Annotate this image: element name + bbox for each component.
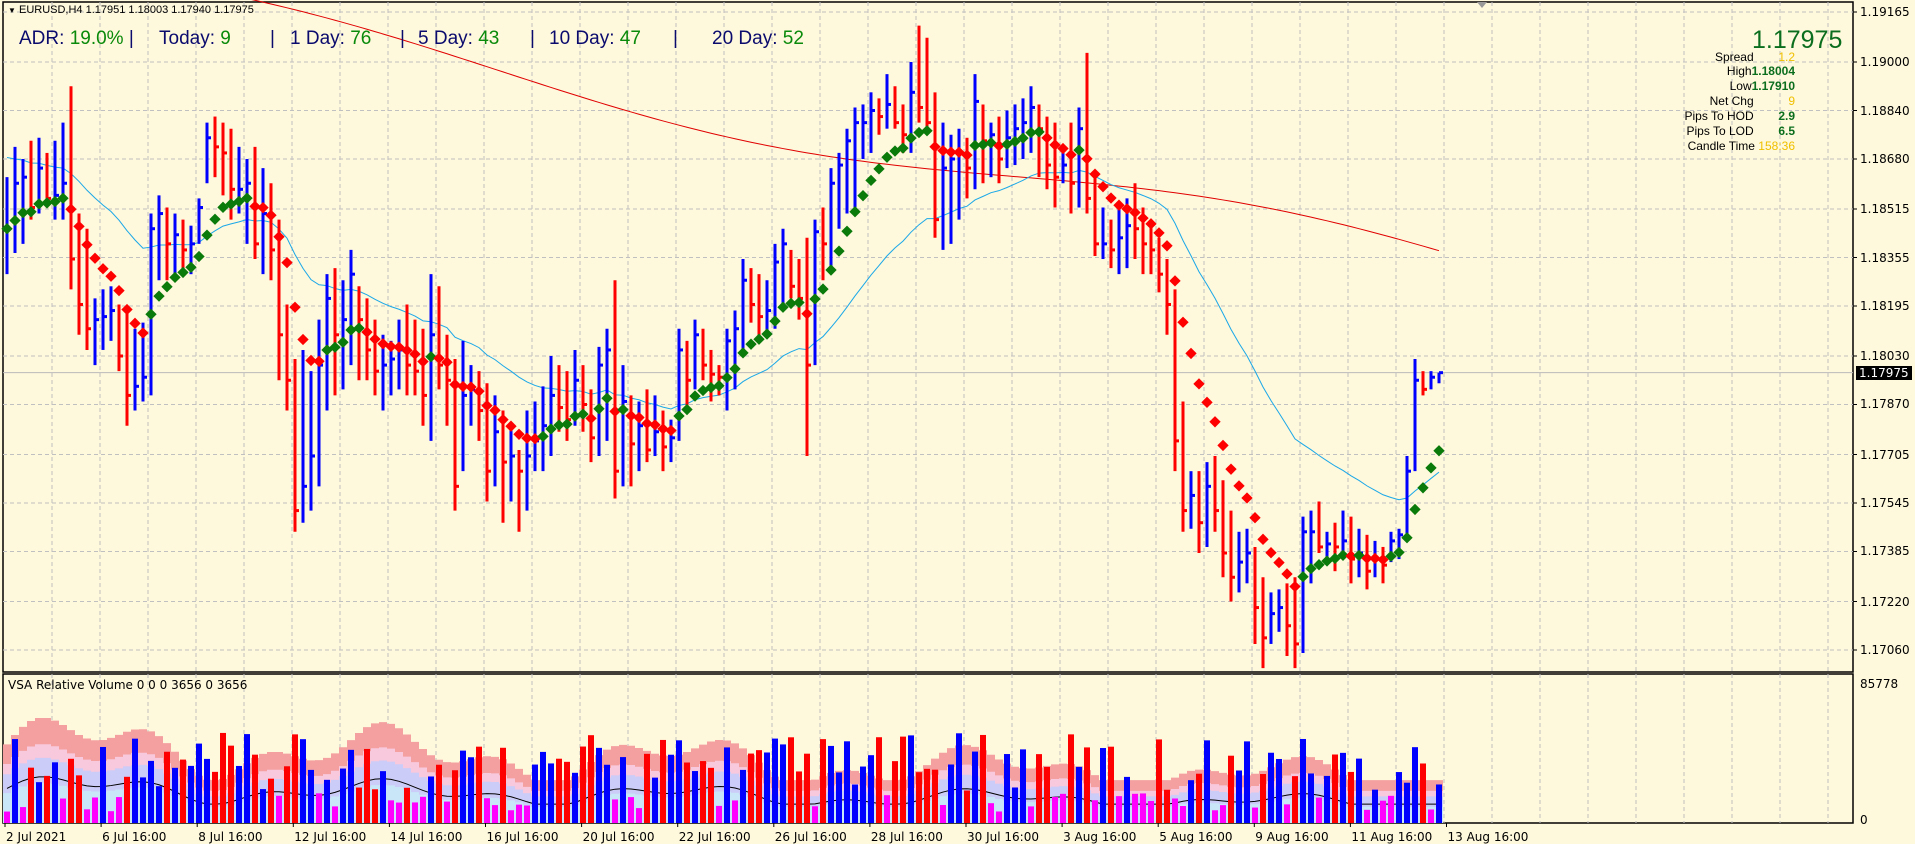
current-price-display: 1.17975	[1752, 26, 1843, 54]
symbol-header: ▼ EURUSD,H4 1.17951 1.18003 1.17940 1.17…	[8, 4, 254, 16]
time-tick-label: 16 Jul 16:00	[486, 830, 559, 844]
price-tick-label: 1.18840	[1860, 103, 1910, 118]
high-row: High1.18004	[1726, 64, 1795, 78]
price-tick-label: 1.17870	[1860, 397, 1910, 412]
time-tick-label: 14 Jul 16:00	[390, 830, 463, 844]
price-tick-label: 1.18030	[1860, 349, 1910, 363]
time-tick-label: 2 Jul 2021	[6, 830, 67, 844]
slow-ma-line	[251, 0, 1440, 252]
volume-min-label: 0	[1860, 813, 1868, 827]
price-tick-label: 1.18195	[1860, 298, 1910, 313]
today-stat: Today: 9	[159, 28, 231, 49]
volume-max-label: 85778	[1860, 677, 1899, 691]
time-tick-label: 28 Jul 16:00	[870, 830, 943, 844]
price-tick-label: 1.19165	[1860, 5, 1910, 19]
time-tick-label: 3 Aug 16:00	[1063, 830, 1137, 844]
price-tick-label: 1.17060	[1860, 643, 1910, 657]
price-tick-label: 1.17705	[1860, 447, 1910, 462]
time-tick-label: 26 Jul 16:00	[774, 830, 847, 844]
sep: |	[270, 28, 275, 49]
hod-row: Pips To HOD 2.9	[1684, 109, 1795, 123]
5day-stat: 5 Day: 43	[418, 28, 500, 49]
price-tick-label: 1.18355	[1860, 250, 1910, 265]
sep: |	[400, 28, 405, 49]
time-tick-label: 9 Aug 16:00	[1255, 830, 1329, 844]
20day-stat: 20 Day: 52	[712, 28, 804, 49]
time-tick-label: 5 Aug 16:00	[1159, 830, 1233, 844]
adr-stat: ADR: 19.0% |	[19, 28, 134, 49]
collapse-triangle-icon[interactable]: ▼	[8, 6, 16, 15]
sep: |	[530, 28, 535, 49]
time-tick-label: 11 Aug 16:00	[1351, 830, 1433, 844]
low-row: Low1.17910	[1729, 79, 1795, 93]
time-tick-label: 30 Jul 16:00	[967, 830, 1039, 844]
time-tick-label: 22 Jul 16:00	[678, 830, 751, 844]
netchg-row: Net Chg 9	[1709, 94, 1795, 108]
time-tick-label: 20 Jul 16:00	[582, 830, 655, 844]
price-panel-frame	[2, 1, 1854, 673]
candle-time-row: Candle Time 158:36	[1687, 139, 1795, 153]
spread-row: Spread 1.2	[1714, 50, 1795, 64]
price-tick-label: 1.18515	[1860, 202, 1910, 216]
lod-row: Pips To LOD 6.5	[1686, 124, 1796, 138]
price-tick-label: 1.19000	[1860, 55, 1910, 69]
price-tick-label: 1.17385	[1860, 544, 1910, 559]
time-tick-label: 6 Jul 16:00	[102, 830, 167, 844]
time-tick-label: 13 Aug 16:00	[1447, 830, 1529, 844]
sep: |	[673, 28, 678, 49]
time-tick-label: 8 Jul 16:00	[198, 830, 263, 844]
price-tick-label: 1.17220	[1860, 594, 1910, 609]
1day-stat: 1 Day: 76	[290, 28, 372, 49]
time-tick-label: 12 Jul 16:00	[294, 830, 367, 844]
price-tick-label: 1.18680	[1860, 151, 1910, 166]
symbol-ohlc: EURUSD,H4 1.17951 1.18003 1.17940 1.1797…	[18, 4, 254, 16]
price-tick-label: 1.17545	[1860, 496, 1910, 510]
volume-indicator-title: VSA Relative Volume 0 0 0 3656 0 3656	[8, 678, 248, 692]
current-price-tag: 1.17975	[1856, 366, 1912, 380]
10day-stat: 10 Day: 47	[549, 28, 641, 49]
